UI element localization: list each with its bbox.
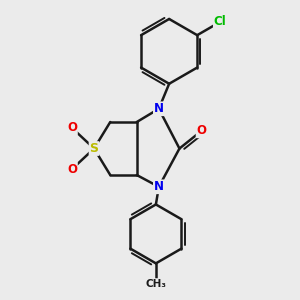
Text: N: N	[154, 180, 164, 193]
Text: Cl: Cl	[214, 15, 226, 28]
Text: N: N	[154, 102, 164, 115]
Text: O: O	[196, 124, 206, 137]
Text: O: O	[67, 163, 77, 176]
Text: CH₃: CH₃	[146, 279, 167, 289]
Text: S: S	[90, 142, 99, 155]
Text: O: O	[67, 122, 77, 134]
